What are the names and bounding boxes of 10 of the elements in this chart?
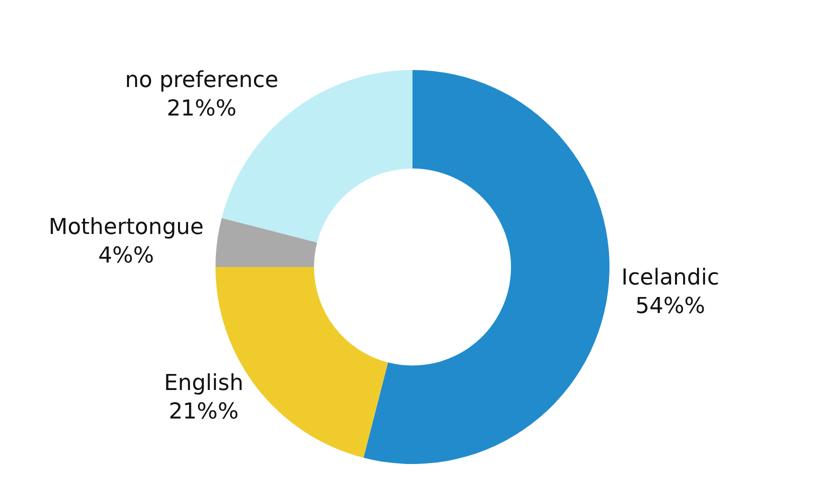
data-label: 54%% (635, 294, 706, 319)
data-label: 21%% (166, 96, 237, 122)
data-label: 4%% (98, 244, 154, 269)
slice-label: Icelandic (621, 265, 720, 290)
slice-label: Mothertongue (48, 215, 204, 240)
slice-label: English (164, 371, 244, 396)
data-label: 21%% (168, 400, 239, 425)
donut-slice (364, 70, 610, 464)
slice-label: no preference (124, 68, 278, 93)
donut-slice (216, 218, 318, 267)
